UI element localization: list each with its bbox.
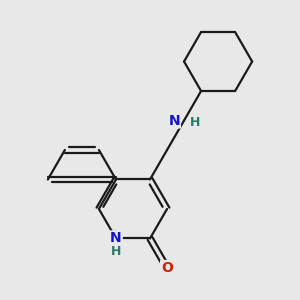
Text: N: N bbox=[168, 113, 180, 128]
Text: N: N bbox=[110, 232, 122, 245]
Text: H: H bbox=[111, 245, 121, 258]
Text: H: H bbox=[190, 116, 201, 129]
Text: O: O bbox=[161, 261, 173, 275]
